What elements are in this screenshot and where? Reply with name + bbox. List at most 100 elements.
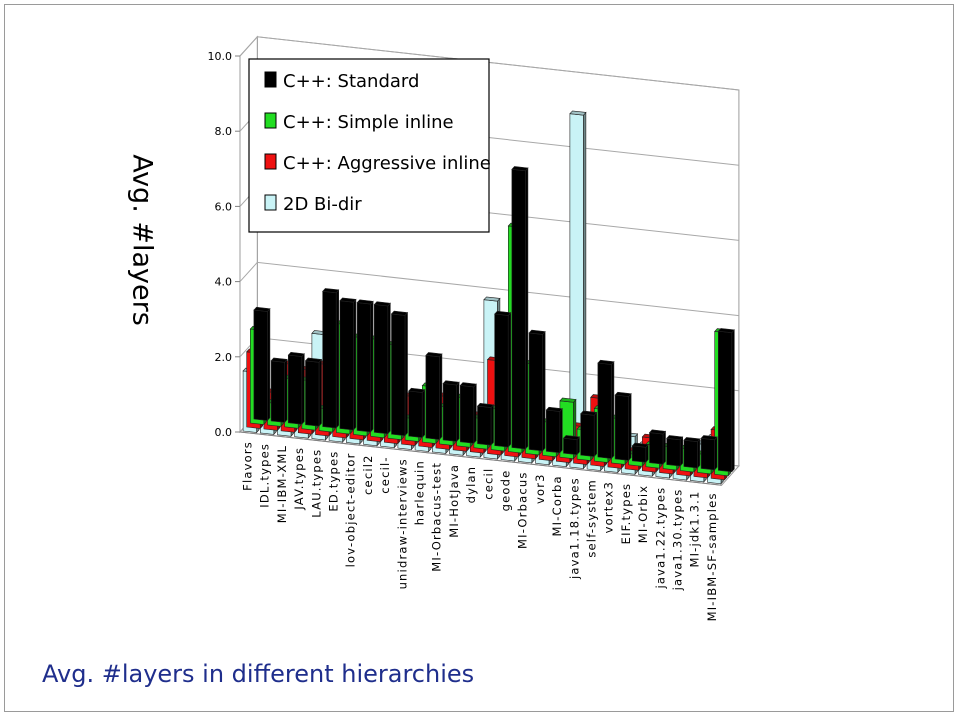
bar-front (614, 394, 629, 461)
bar-front (408, 390, 423, 438)
legend-label: C++: Standard (283, 71, 419, 92)
y-tick-label: 8.0 (215, 125, 233, 138)
bar (425, 352, 443, 441)
bar-side (662, 430, 666, 465)
x-tick-label: geode (499, 470, 513, 512)
legend-swatch (264, 112, 277, 129)
legend-item: C++: Simple inline (264, 112, 454, 133)
bar-top (483, 296, 501, 302)
bar-top (562, 435, 581, 441)
bar (304, 357, 323, 427)
bar-front (563, 437, 578, 456)
legend-item: C++: Standard (264, 71, 419, 92)
bar-front (459, 385, 475, 444)
bar-top (631, 442, 649, 448)
bar-side (387, 302, 391, 435)
x-tick-label: MI-Orbacus-test (430, 462, 444, 572)
bar-side (490, 404, 494, 446)
x-tick-label: MI-IBM-SF-samples (705, 492, 719, 621)
legend-box (248, 58, 490, 233)
bar-top (339, 297, 357, 303)
bar-top (253, 306, 271, 312)
bar-front (683, 439, 698, 469)
bar-top (580, 410, 598, 416)
bar-side (456, 381, 460, 443)
x-tick-label: cecil- (378, 456, 392, 493)
bar (287, 351, 305, 426)
bar-top (648, 429, 667, 435)
bar (442, 380, 460, 443)
bar-top (597, 359, 615, 365)
gridline (239, 36, 739, 91)
bar (408, 387, 426, 439)
bars (242, 110, 735, 485)
x-tick-label: MI-jdk1.3.1 (688, 490, 702, 567)
bar (597, 359, 615, 460)
bar-side (404, 311, 408, 437)
bar-front (305, 360, 320, 427)
legend: C++: Standard C++: Simple inline C++: Aggr… (248, 58, 491, 233)
bar-top (322, 288, 340, 294)
bar-top (511, 166, 529, 172)
x-tick-label: JAV.types (292, 447, 306, 511)
x-tick-label: java1.18.types (567, 477, 581, 580)
bar-top (408, 387, 426, 393)
x-tick-label: lov-object-editor (344, 452, 358, 567)
x-tick-label: MI-Orbix (636, 485, 650, 543)
slide-frame (4, 4, 954, 712)
bar-front (494, 313, 509, 448)
bar-front (322, 290, 337, 429)
bar-top (545, 406, 563, 412)
bar (270, 357, 288, 424)
bar-front (580, 413, 595, 457)
bar-top (304, 357, 323, 363)
bar-top (373, 301, 391, 307)
y-tick-label: 6.0 (215, 200, 233, 213)
bar (614, 391, 632, 462)
x-tick-label: ED.types (327, 451, 341, 512)
bar-top (700, 435, 718, 441)
bar-front (287, 354, 303, 425)
y-axis-title: Avg. #layers (126, 154, 158, 326)
bar-front (270, 360, 285, 423)
bar-top (614, 391, 632, 397)
bar (339, 297, 357, 431)
bar-top (528, 329, 546, 335)
bar-side (559, 407, 563, 454)
bar-front (666, 437, 681, 467)
x-tick-label: dylan (464, 466, 478, 504)
bar-front (373, 304, 389, 435)
bar-side (697, 438, 701, 469)
legend-swatch (264, 194, 277, 211)
bar-side (611, 360, 615, 460)
bar-top (476, 402, 495, 408)
bar-front (356, 302, 371, 433)
x-tick-label: MI-HotJava (447, 464, 461, 538)
y-tick-label: 10.0 (208, 50, 233, 63)
bar-side (628, 392, 632, 462)
bar-side (507, 311, 512, 448)
bar-top (559, 397, 577, 403)
y-tick-label: 0.0 (215, 426, 233, 439)
x-tick-label: MI-Corba (550, 475, 564, 536)
x-tick-label: vor3 (533, 473, 547, 504)
bar-top (442, 380, 460, 386)
bar (528, 329, 546, 452)
x-tick-label: java1.22.types (653, 487, 667, 590)
bar-front (425, 354, 440, 440)
x-tick-label: cecil2 (361, 454, 375, 495)
bar-front (717, 330, 733, 473)
bar-top (683, 437, 701, 443)
bar-top (459, 382, 477, 388)
legend-label: 2D Bi-dir (283, 194, 362, 215)
bar-top (494, 310, 512, 316)
bar-side (353, 298, 357, 431)
bar-side (421, 388, 426, 439)
bar-side (731, 329, 735, 473)
bar-side (593, 411, 598, 458)
bar (494, 310, 512, 448)
y-tick-label: 4.0 (215, 276, 233, 289)
bar-front (442, 383, 457, 442)
bar-front (700, 437, 715, 471)
bar-top (425, 352, 443, 358)
